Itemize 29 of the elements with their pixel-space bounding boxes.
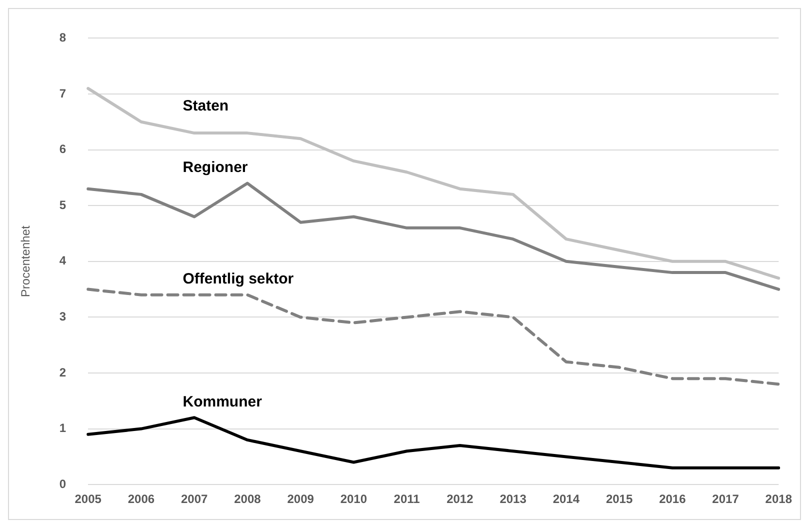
y-tick-label: 1 bbox=[59, 421, 66, 436]
x-tick-label: 2008 bbox=[234, 492, 262, 506]
y-tick-label: 5 bbox=[59, 198, 66, 212]
x-tick-label: 2011 bbox=[394, 492, 420, 506]
series-label: Regioner bbox=[182, 158, 248, 176]
x-tick-label: 2010 bbox=[340, 492, 368, 506]
x-tick-label: 2013 bbox=[500, 492, 527, 506]
x-tick-label: 2018 bbox=[765, 492, 792, 506]
series-label: Offentlig sektor bbox=[182, 270, 294, 288]
x-tick-label: 2005 bbox=[74, 492, 102, 506]
y-tick-label: 7 bbox=[59, 86, 66, 100]
y-tick-label: 6 bbox=[59, 142, 66, 156]
x-tick-label: 2009 bbox=[287, 492, 314, 506]
y-axis-title: Procentenhet bbox=[18, 225, 33, 298]
series-label: Staten bbox=[182, 98, 229, 115]
x-tick-label: 2017 bbox=[712, 492, 740, 506]
x-tick-label: 2007 bbox=[180, 492, 208, 506]
x-tick-label: 2015 bbox=[606, 492, 633, 506]
line-series bbox=[86, 288, 780, 386]
y-tick-label: 8 bbox=[59, 30, 66, 45]
x-tick-label: 2012 bbox=[446, 492, 474, 506]
x-tick-label: 2014 bbox=[552, 492, 580, 506]
series-label: Kommuner bbox=[182, 393, 262, 410]
y-tick-label: 2 bbox=[59, 365, 66, 380]
x-tick-label: 2016 bbox=[659, 492, 686, 506]
x-tick-label: 2006 bbox=[128, 492, 155, 506]
y-tick-label: 0 bbox=[59, 476, 66, 491]
y-tick-label: 4 bbox=[59, 254, 66, 268]
y-tick-label: 3 bbox=[59, 310, 66, 324]
